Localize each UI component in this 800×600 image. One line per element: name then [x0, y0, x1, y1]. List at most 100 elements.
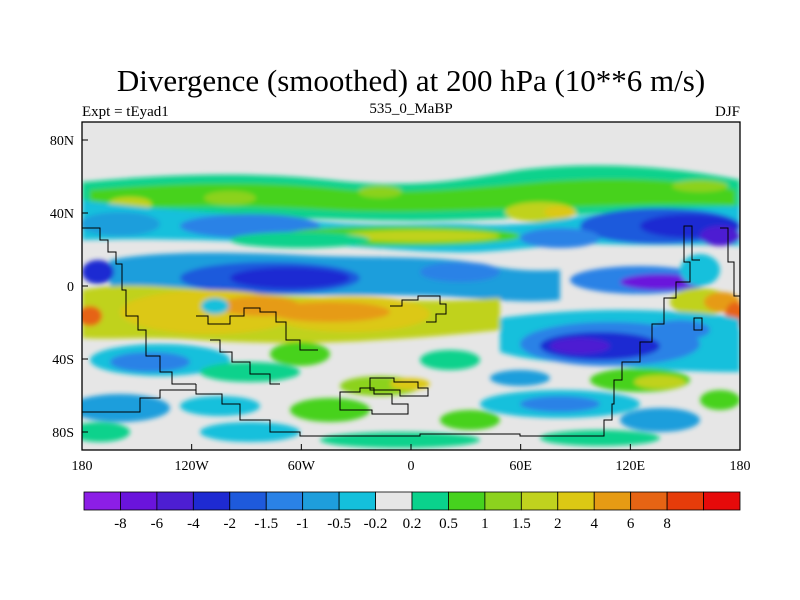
colorbar-label: -2 [224, 516, 237, 532]
field-contour [270, 342, 330, 366]
coastline-segment [82, 389, 196, 413]
colorbar-swatch [484, 491, 522, 511]
colorbar-label: 0.2 [403, 516, 422, 532]
colorbar-label: 0.5 [439, 516, 458, 532]
field-contour [90, 179, 735, 212]
field-contour [230, 232, 370, 248]
field-contour [420, 350, 480, 370]
coastline-segment [693, 317, 703, 331]
field-contour [544, 206, 576, 218]
colorbar-swatch [338, 491, 376, 511]
field-contour [700, 226, 740, 246]
colorbar-label: -4 [187, 516, 200, 532]
field-contour [270, 302, 390, 322]
colorbar-label: 2 [554, 516, 562, 532]
coastline-segment [369, 377, 429, 397]
colorbar-swatch [557, 491, 595, 511]
coastline-segment [339, 387, 409, 415]
field-contour [680, 254, 720, 286]
field-contour [82, 394, 170, 422]
field-contour [620, 408, 700, 432]
experiment-label: Expt = tEyad1 [82, 104, 169, 120]
coastline-segment [195, 225, 700, 437]
lon-tick-label: 180 [72, 459, 93, 474]
latitude-axis: 80N 40N 0 40S 80S [50, 134, 88, 441]
colorbar-swatch [448, 491, 486, 511]
coastline-segment [196, 307, 318, 351]
period-label: 535_0_MaBP [369, 101, 452, 117]
field-contour [700, 390, 740, 410]
field-contour [180, 214, 320, 238]
field-contour [520, 228, 600, 248]
colorbar-swatch [703, 491, 741, 511]
colorbar-label: -0.5 [327, 516, 351, 532]
field-contour [490, 370, 550, 386]
colorbar-label: -0.2 [364, 516, 388, 532]
colorbar-swatch [593, 491, 632, 511]
field-contour [82, 212, 160, 236]
lat-tick-label: 40S [52, 353, 74, 368]
colorbar-label: -1 [296, 516, 309, 532]
lon-tick-label: 120W [175, 459, 210, 474]
lat-tick-label: 40N [50, 207, 74, 222]
colorbar-swatch [411, 491, 449, 511]
coastline-segment [390, 295, 447, 323]
field-contour [520, 396, 600, 412]
colorbar-label: -6 [151, 516, 164, 532]
colorbar-label: 4 [590, 516, 598, 532]
field-contour [358, 186, 402, 198]
colorbar-swatch [156, 491, 194, 511]
colorbar-swatch [666, 491, 704, 511]
field-contour [620, 274, 700, 290]
field-contour [230, 267, 350, 289]
field-contour [82, 422, 130, 442]
coastline-outline [82, 225, 740, 437]
colorbar-label: 1.5 [512, 516, 531, 532]
lat-tick-label: 80N [50, 134, 74, 149]
colorbar-label: 1 [481, 516, 489, 532]
colorbar-swatch [302, 491, 340, 511]
field-contour [290, 398, 370, 422]
colorbar-label: -1.5 [254, 516, 278, 532]
field-contour [110, 352, 190, 372]
coastline-segment [720, 227, 740, 297]
field-contour [390, 378, 430, 390]
colorbar-label: -8 [114, 516, 127, 532]
field-contour [82, 260, 114, 284]
colorbar-label: 8 [663, 516, 671, 532]
field-contour [220, 296, 300, 316]
field-contour [650, 320, 710, 340]
field-contour [550, 338, 610, 354]
figure-title: Divergence (smoothed) at 200 hPa (10**6 … [117, 63, 705, 98]
colorbar-swatch [630, 491, 668, 511]
colorbar-swatch [120, 491, 158, 511]
lat-tick-label: 80S [52, 426, 74, 441]
field-contour [672, 180, 728, 192]
field-contour [180, 396, 260, 416]
lon-tick-label: 0 [408, 459, 415, 474]
colorbar: -8 -6 -4 -2 -1.5 -1 -0.5 -0.2 0.2 0.5 1 1.5 2 4 6 8 [83, 491, 741, 532]
field-contour [634, 375, 686, 389]
field-contour [200, 422, 300, 442]
colorbar-swatch [375, 491, 413, 511]
colorbar-swatch [83, 491, 121, 511]
colorbar-swatch [520, 491, 559, 511]
lon-tick-label: 60E [509, 459, 532, 474]
coastline-segment [82, 227, 196, 385]
colorbar-swatch [192, 491, 231, 511]
field-contour [420, 262, 500, 282]
lon-tick-label: 60W [288, 459, 316, 474]
lon-tick-label: 120E [616, 459, 646, 474]
lon-tick-label: 180 [730, 459, 751, 474]
longitude-axis: 180 120W 60W 0 60E 120E 180 [72, 444, 751, 474]
season-label: DJF [715, 104, 740, 120]
field-contour [201, 298, 229, 314]
colorbar-swatch [229, 491, 267, 511]
coastline-segment [210, 339, 280, 385]
field-contour [204, 191, 256, 205]
field-contour [440, 410, 500, 430]
field-contour [340, 230, 500, 242]
divergence-field [82, 165, 740, 448]
field-contour [540, 430, 660, 446]
field-contour [82, 306, 102, 326]
